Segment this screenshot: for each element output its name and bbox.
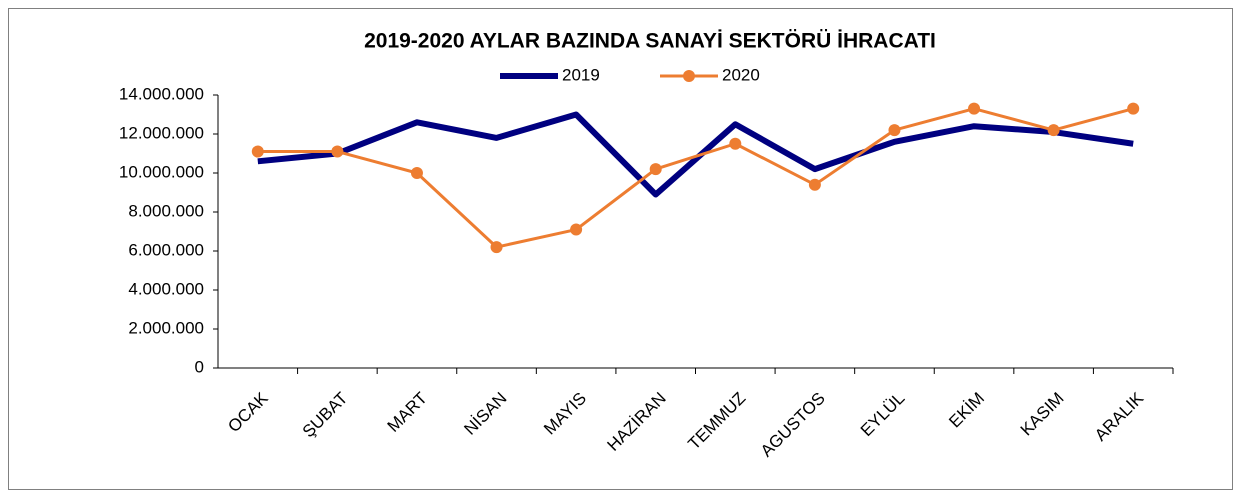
point	[649, 163, 662, 176]
legend-marker	[683, 70, 695, 82]
chart-border	[8, 8, 1233, 490]
y-tick-label: 2.000.000	[128, 318, 204, 337]
y-tick-label: 8.000.000	[128, 201, 204, 220]
y-tick-label: 10.000.000	[119, 162, 204, 181]
y-tick-label: 14.000.000	[119, 84, 204, 103]
y-tick-label: 0	[195, 357, 204, 376]
point	[570, 223, 583, 236]
y-tick-label: 6.000.000	[128, 240, 204, 259]
point	[490, 241, 503, 254]
point	[808, 178, 821, 191]
point	[1047, 124, 1060, 137]
point	[888, 124, 901, 137]
chart-title: 2019-2020 AYLAR BAZINDA SANAYİ SEKTÖRÜ İ…	[364, 30, 936, 53]
point	[729, 137, 742, 150]
legend-label: 2020	[722, 65, 760, 84]
point	[410, 167, 423, 179]
point	[251, 145, 264, 158]
series-line	[257, 111, 1134, 198]
y-tick-label: 4.000.000	[128, 279, 204, 298]
series-line	[257, 107, 1134, 249]
point	[1127, 102, 1140, 115]
point	[331, 145, 344, 158]
y-tick-label: 12.000.000	[119, 123, 204, 142]
point	[968, 102, 981, 115]
legend-label: 2019	[562, 65, 600, 84]
